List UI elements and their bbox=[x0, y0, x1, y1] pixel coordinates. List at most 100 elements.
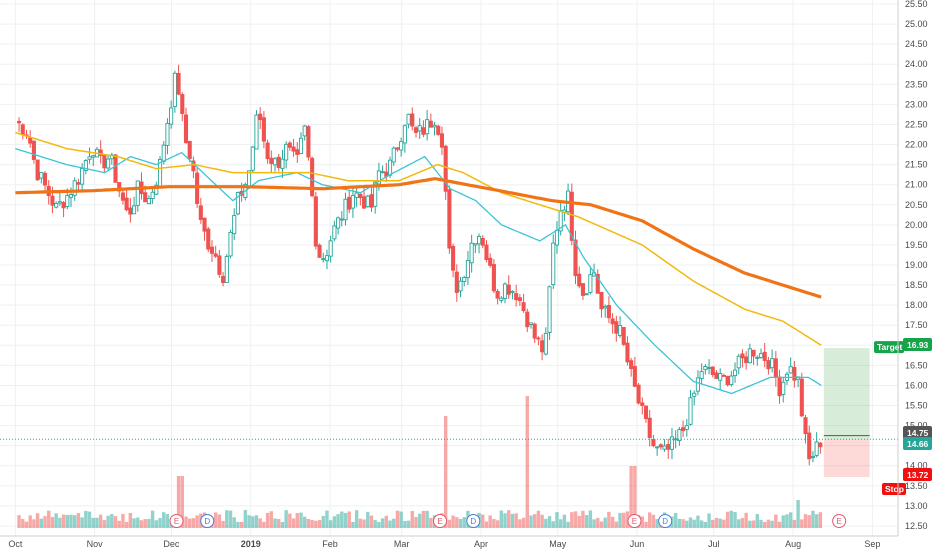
candle-body bbox=[517, 297, 522, 302]
volume-bar bbox=[143, 519, 147, 528]
candle-body bbox=[317, 244, 322, 258]
volume-bar bbox=[247, 515, 251, 528]
candle-body bbox=[187, 140, 192, 159]
candle-body bbox=[387, 159, 393, 176]
event-label: E bbox=[174, 517, 179, 526]
volume-bar bbox=[481, 514, 485, 528]
volume-bar bbox=[781, 515, 785, 528]
candle-body bbox=[718, 373, 723, 381]
dividend-event-icon[interactable] bbox=[658, 514, 673, 528]
dividend-event-icon[interactable] bbox=[200, 514, 215, 528]
volume-bar bbox=[577, 515, 581, 528]
volume-bar bbox=[288, 513, 292, 528]
volume-bar bbox=[65, 514, 69, 528]
volume-bar bbox=[529, 515, 533, 528]
candle-body bbox=[595, 273, 600, 294]
candle-body bbox=[603, 306, 608, 309]
volume-bar bbox=[369, 515, 374, 528]
volume-bar bbox=[28, 515, 32, 528]
volume-bar bbox=[165, 513, 170, 528]
volume-bar bbox=[291, 518, 296, 528]
volume-bar bbox=[763, 521, 767, 528]
earnings-event-icon[interactable] bbox=[627, 514, 642, 528]
candle-body bbox=[287, 142, 292, 148]
candle-body bbox=[421, 127, 426, 135]
volume-bar bbox=[332, 516, 337, 528]
volume-bar bbox=[540, 514, 544, 528]
candle-body bbox=[221, 275, 226, 283]
volume-bar bbox=[588, 510, 593, 528]
volume-bar bbox=[807, 515, 811, 528]
price-tick-label: 19.50 bbox=[905, 240, 928, 250]
candle-body bbox=[792, 366, 797, 381]
candle-body bbox=[113, 154, 118, 183]
volume-bar bbox=[358, 518, 363, 528]
price-badges: 16.93 14.75 14.66 13.72 bbox=[903, 338, 932, 481]
volume-bar bbox=[366, 511, 370, 528]
volume-bar bbox=[421, 510, 426, 528]
time-tick-label: Nov bbox=[87, 539, 104, 549]
candle-body bbox=[165, 122, 170, 146]
stop-tag bbox=[882, 482, 906, 495]
volume-bar bbox=[570, 512, 574, 528]
candle-body bbox=[154, 184, 159, 195]
volume-bar bbox=[785, 514, 789, 528]
volume-bar bbox=[596, 517, 600, 528]
volume-bar bbox=[303, 516, 307, 528]
candle-body bbox=[536, 337, 541, 340]
dividend-event-icon[interactable] bbox=[466, 514, 481, 528]
candle-body bbox=[87, 156, 92, 160]
ma20-line bbox=[15, 147, 822, 395]
candle-body bbox=[551, 242, 556, 286]
volume-bar bbox=[558, 519, 563, 528]
volume-bar bbox=[614, 521, 619, 528]
candle-body bbox=[261, 117, 266, 142]
candle-body bbox=[766, 360, 771, 370]
candle-body bbox=[799, 378, 804, 417]
volume-bar bbox=[314, 520, 318, 528]
volume-bar bbox=[718, 518, 722, 528]
risk-reward-zone[interactable]: Target Stop bbox=[823, 341, 906, 495]
candle-body bbox=[391, 147, 396, 163]
candle-body bbox=[402, 125, 407, 144]
volume-bar bbox=[518, 519, 522, 528]
volume-bar bbox=[622, 512, 626, 528]
candle-body bbox=[417, 125, 422, 132]
candle-body bbox=[554, 229, 560, 246]
candle-body bbox=[217, 255, 222, 275]
candle-body bbox=[120, 192, 125, 201]
volume-bar bbox=[651, 514, 656, 528]
volume-bar bbox=[711, 519, 715, 528]
volume-bar bbox=[811, 510, 815, 528]
candle-body bbox=[306, 126, 311, 158]
time-tick-label: Jun bbox=[630, 539, 645, 549]
candle-body bbox=[324, 255, 330, 262]
volume-bar bbox=[796, 500, 800, 528]
volume-bar bbox=[340, 511, 344, 528]
price-tick-label: 15.00 bbox=[905, 421, 928, 431]
price-tick-label: 13.50 bbox=[905, 481, 928, 491]
earnings-event-icon[interactable] bbox=[832, 514, 847, 528]
chart-grid bbox=[0, 0, 898, 536]
volume-bar bbox=[377, 521, 381, 528]
volume-bar bbox=[221, 520, 225, 528]
candle-body bbox=[625, 342, 630, 363]
candle-body bbox=[703, 366, 708, 371]
volume-bar bbox=[136, 517, 140, 528]
risk-area bbox=[823, 439, 870, 477]
volume-bar bbox=[492, 519, 496, 528]
volume-bar bbox=[703, 521, 708, 528]
reward-area bbox=[823, 348, 870, 440]
earnings-event-icon[interactable] bbox=[169, 514, 184, 528]
volume-bar bbox=[61, 514, 66, 528]
prev-price-label: 14.75 bbox=[907, 428, 929, 438]
candle-body bbox=[373, 181, 378, 207]
volume-bar bbox=[406, 520, 411, 528]
volume-bar bbox=[458, 518, 463, 528]
candle-body bbox=[525, 311, 530, 328]
candle-body bbox=[250, 146, 255, 171]
candle-body bbox=[209, 246, 215, 254]
earnings-event-icon[interactable] bbox=[433, 514, 448, 528]
